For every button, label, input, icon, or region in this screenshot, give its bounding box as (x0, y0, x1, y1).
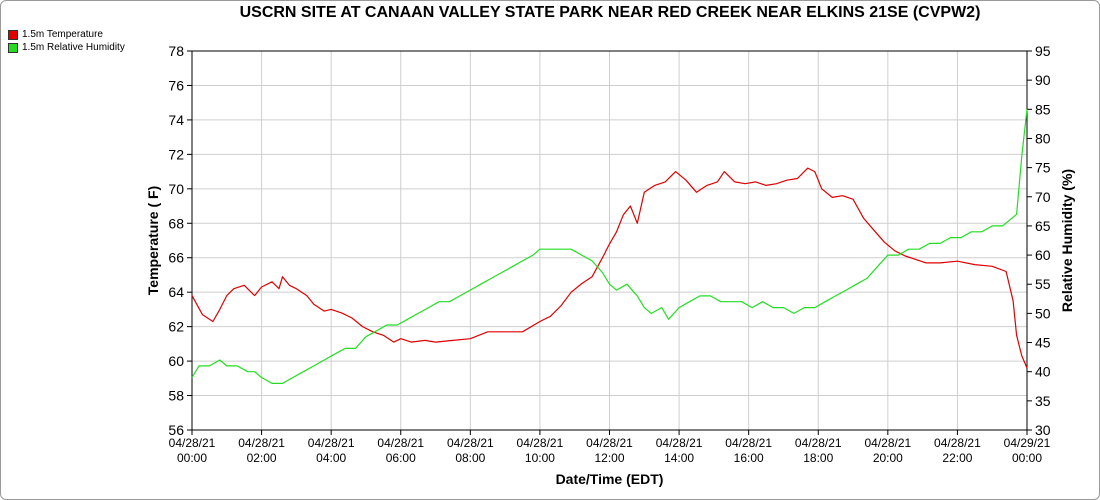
y2-tick-label: 80 (1035, 130, 1051, 146)
x-tick-date: 04/28/21 (517, 436, 564, 450)
y-tick-label: 64 (168, 284, 184, 300)
x-tick-date: 04/28/21 (934, 436, 981, 450)
x-tick-time: 16:00 (734, 451, 764, 465)
y-axis-title: Temperature ( F) (145, 186, 161, 295)
legend-swatch-temperature (8, 29, 18, 40)
y-tick-label: 74 (168, 112, 184, 128)
x-tick-date: 04/28/21 (725, 436, 772, 450)
y2-axis-title: Relative Humidity (%) (1059, 169, 1075, 312)
y2-tick-label: 65 (1035, 218, 1051, 234)
y-axis-ticks: 56 58 60 62 64 66 68 70 72 74 76 78 (168, 43, 192, 438)
x-tick-date: 04/28/21 (447, 436, 494, 450)
y2-tick-label: 35 (1035, 393, 1051, 409)
x-tick-time: 12:00 (594, 451, 624, 465)
temperature-series-line (191, 167, 1028, 369)
x-axis-title: Date/Time (EDT) (556, 471, 664, 487)
y2-tick-label: 70 (1035, 189, 1051, 205)
grid-lines (191, 50, 1028, 431)
y-tick-label: 78 (168, 43, 184, 59)
y-tick-label: 60 (168, 353, 184, 369)
y2-tick-label: 55 (1035, 276, 1051, 292)
x-tick-time: 02:00 (247, 451, 277, 465)
y-tick-label: 76 (168, 77, 184, 93)
y2-tick-label: 60 (1035, 247, 1051, 263)
x-tick-date: 04/28/21 (795, 436, 842, 450)
y2-tick-label: 85 (1035, 101, 1051, 117)
x-tick-date: 04/28/21 (656, 436, 703, 450)
x-tick-date: 04/29/21 (1004, 436, 1051, 450)
x-tick-date: 04/28/21 (238, 436, 285, 450)
legend-item-humidity: 1.5m Relative Humidity (8, 41, 125, 54)
x-tick-time: 18:00 (803, 451, 833, 465)
x-tick-date: 04/28/21 (308, 436, 355, 450)
y2-tick-label: 90 (1035, 72, 1051, 88)
legend-item-temperature: 1.5m Temperature (8, 28, 125, 41)
legend-label-temperature: 1.5m Temperature (22, 29, 103, 40)
x-tick-date: 04/28/21 (586, 436, 633, 450)
y-tick-label: 70 (168, 181, 184, 197)
y2-tick-label: 50 (1035, 305, 1051, 321)
x-tick-time: 22:00 (942, 451, 972, 465)
x-tick-date: 04/28/21 (377, 436, 424, 450)
y2-tick-label: 45 (1035, 335, 1051, 351)
chart-title: USCRN SITE AT CANAAN VALLEY STATE PARK N… (239, 4, 981, 21)
humidity-series-line (191, 109, 1028, 384)
x-tick-time: 08:00 (455, 451, 485, 465)
y2-tick-label: 75 (1035, 160, 1051, 176)
x-tick-time: 04:00 (316, 451, 346, 465)
series-lines (191, 109, 1028, 384)
x-tick-time: 06:00 (386, 451, 416, 465)
legend: 1.5m Temperature 1.5m Relative Humidity (8, 28, 125, 54)
legend-label-humidity: 1.5m Relative Humidity (22, 42, 125, 53)
y2-tick-label: 30 (1035, 422, 1051, 438)
y-tick-label: 72 (168, 146, 184, 162)
x-tick-time: 00:00 (177, 451, 207, 465)
x-tick-time: 00:00 (1012, 451, 1042, 465)
legend-swatch-humidity (8, 42, 18, 53)
y2-axis-ticks: 30 35 40 45 50 55 60 65 70 75 80 85 90 95 (1027, 43, 1051, 438)
y-tick-label: 58 (168, 388, 184, 404)
y-tick-label: 62 (168, 319, 184, 335)
x-tick-date: 04/28/21 (169, 436, 216, 450)
y-tick-label: 66 (168, 250, 184, 266)
y-tick-label: 68 (168, 215, 184, 231)
y2-tick-label: 40 (1035, 364, 1051, 380)
x-tick-time: 14:00 (664, 451, 694, 465)
y-tick-label: 56 (168, 422, 184, 438)
x-tick-date: 04/28/21 (864, 436, 911, 450)
x-tick-time: 20:00 (873, 451, 903, 465)
y2-tick-label: 95 (1035, 43, 1051, 59)
x-tick-time: 10:00 (525, 451, 555, 465)
x-axis-ticks: 04/28/2100:0004/28/2102:0004/28/2104:000… (169, 430, 1051, 465)
